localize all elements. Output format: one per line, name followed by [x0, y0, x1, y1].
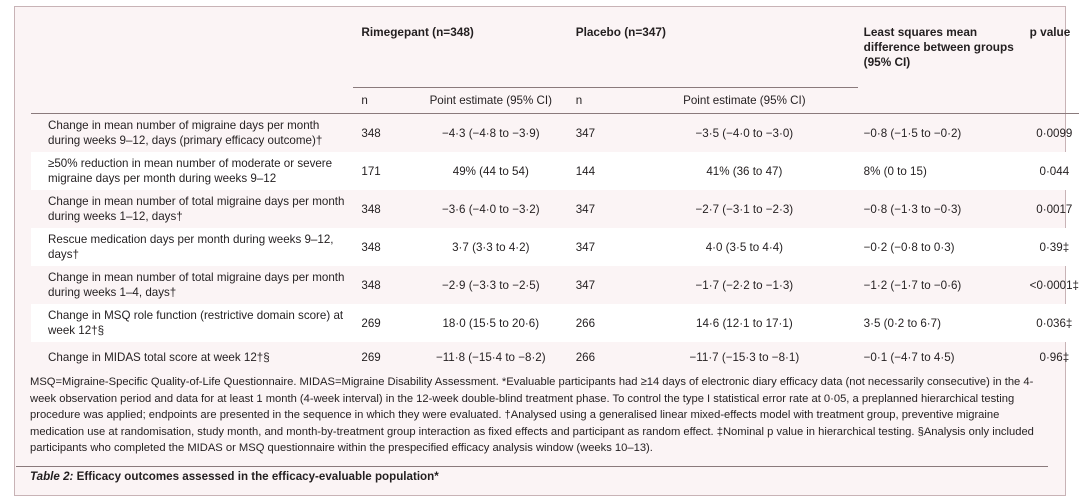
lsmd-value: −0·1 (−4·7 to 4·5) [863, 351, 955, 364]
placebo-estimate: −1·7 (−2·2 to −1·3) [695, 278, 794, 292]
row-label: Change in mean number of migraine days p… [31, 113, 354, 152]
lsmd-value: −1·2 (−1·7 to −0·6) [863, 278, 962, 292]
p-value: 0·39‡ [1029, 228, 1079, 266]
header-placebo: Placebo (n=347) [575, 25, 666, 39]
header-n-placebo: n [571, 87, 632, 114]
rimegepant-n: 171 [353, 152, 410, 190]
table-row: Change in mean number of migraine days p… [31, 113, 1079, 152]
p-value: <0·0001‡ [1029, 278, 1079, 292]
header-rimegepant: Rimegepant (n=348) [361, 25, 474, 39]
header-point-placebo: Point estimate (95% CI) [631, 87, 858, 114]
table-frame: Rimegepant (n=348) Placebo (n=347) Least… [14, 6, 1079, 496]
row-label: Change in mean number of total migraine … [48, 271, 345, 299]
lsmd-value: −0·8 (−1·3 to −0·3) [863, 202, 962, 216]
p-value: 0·0017 [1036, 202, 1073, 216]
table-row: ≥50% reduction in mean number of moderat… [31, 152, 1079, 190]
rimegepant-estimate: −4·3 (−4·8 to −3·9) [409, 113, 572, 152]
placebo-n: 144 [571, 152, 632, 190]
lsmd-value: 3·5 (0·2 to 6·7) [857, 304, 1030, 342]
placebo-estimate: −2·7 (−3·1 to −2·3) [695, 202, 794, 216]
table-row: Rescue medication days per month during … [31, 228, 1079, 266]
lsmd-value: −0·8 (−1·5 to −0·2) [857, 113, 1030, 152]
rimegepant-n: 348 [361, 202, 381, 216]
rimegepant-estimate: 49% (44 to 54) [409, 152, 572, 190]
header-point-rimegepant: Point estimate (95% CI) [409, 87, 572, 114]
rimegepant-estimate: −3·6 (−4·0 to −3·2) [441, 202, 540, 216]
placebo-n: 347 [571, 113, 632, 152]
p-value: 0·96‡ [1039, 351, 1070, 364]
rimegepant-estimate: 18·0 (15·5 to 20·6) [409, 304, 572, 342]
rimegepant-n: 348 [353, 113, 410, 152]
header-pvalue: p value [1029, 25, 1071, 39]
placebo-n: 266 [571, 304, 632, 342]
p-value: 0·0099 [1029, 113, 1079, 152]
header-n-rimegepant: n [353, 87, 410, 114]
table-row: Change in MSQ role function (restrictive… [31, 304, 1079, 342]
header-row-groups: Rimegepant (n=348) Placebo (n=347) Least… [31, 20, 1079, 88]
caption-divider [16, 466, 1048, 467]
row-label: Change in mean number of total migraine … [48, 195, 345, 223]
row-label: Change in MSQ role function (restrictive… [31, 304, 354, 342]
placebo-estimate: 41% (36 to 47) [631, 152, 858, 190]
placebo-n: 347 [575, 202, 596, 216]
p-value: 0·044 [1029, 152, 1079, 190]
placebo-estimate: −3·5 (−4·0 to −3·0) [631, 113, 858, 152]
placebo-estimate: 4·0 (3·5 to 4·4) [631, 228, 858, 266]
table-row: Change in mean number of total migraine … [31, 266, 1079, 304]
placebo-n: 347 [571, 228, 632, 266]
efficacy-table: Rimegepant (n=348) Placebo (n=347) Least… [31, 20, 1079, 373]
rimegepant-n: 269 [361, 351, 381, 364]
row-label: ≥50% reduction in mean number of moderat… [31, 152, 354, 190]
p-value: 0·036‡ [1029, 304, 1079, 342]
placebo-estimate: −11·7 (−15·3 to −8·1) [689, 351, 800, 364]
row-label: Change in MIDAS total score at week 12†§ [48, 351, 270, 364]
table-caption: Table 2: Efficacy outcomes assessed in t… [30, 470, 439, 483]
placebo-n: 347 [575, 278, 596, 292]
footnote: MSQ=Migraine-Specific Quality-of-Life Qu… [30, 376, 1034, 454]
placebo-estimate: 14·6 (12·1 to 17·1) [631, 304, 858, 342]
rimegepant-estimate: −2·9 (−3·3 to −2·5) [441, 278, 540, 292]
row-label: Rescue medication days per month during … [31, 228, 354, 266]
rimegepant-estimate: 3·7 (3·3 to 4·2) [409, 228, 572, 266]
rimegepant-n: 348 [353, 228, 410, 266]
caption-label: Table 2: [30, 470, 74, 483]
table-row: Change in mean number of total migraine … [31, 190, 1079, 228]
rimegepant-n: 269 [353, 304, 410, 342]
header-row-sub: n Point estimate (95% CI) n Point estima… [31, 87, 1079, 114]
rimegepant-n: 348 [361, 278, 381, 292]
header-lsmd: Least squares mean difference between gr… [863, 25, 1014, 69]
lsmd-value: −0·2 (−0·8 to 0·3) [857, 228, 1030, 266]
rimegepant-estimate: −11·8 (−15·4 to −8·2) [435, 351, 546, 364]
caption-text: Efficacy outcomes assessed in the effica… [73, 470, 439, 483]
table-row: Change in MIDAS total score at week 12†§… [31, 342, 1079, 373]
lsmd-value: 8% (0 to 15) [857, 152, 1030, 190]
placebo-n: 266 [575, 351, 596, 364]
